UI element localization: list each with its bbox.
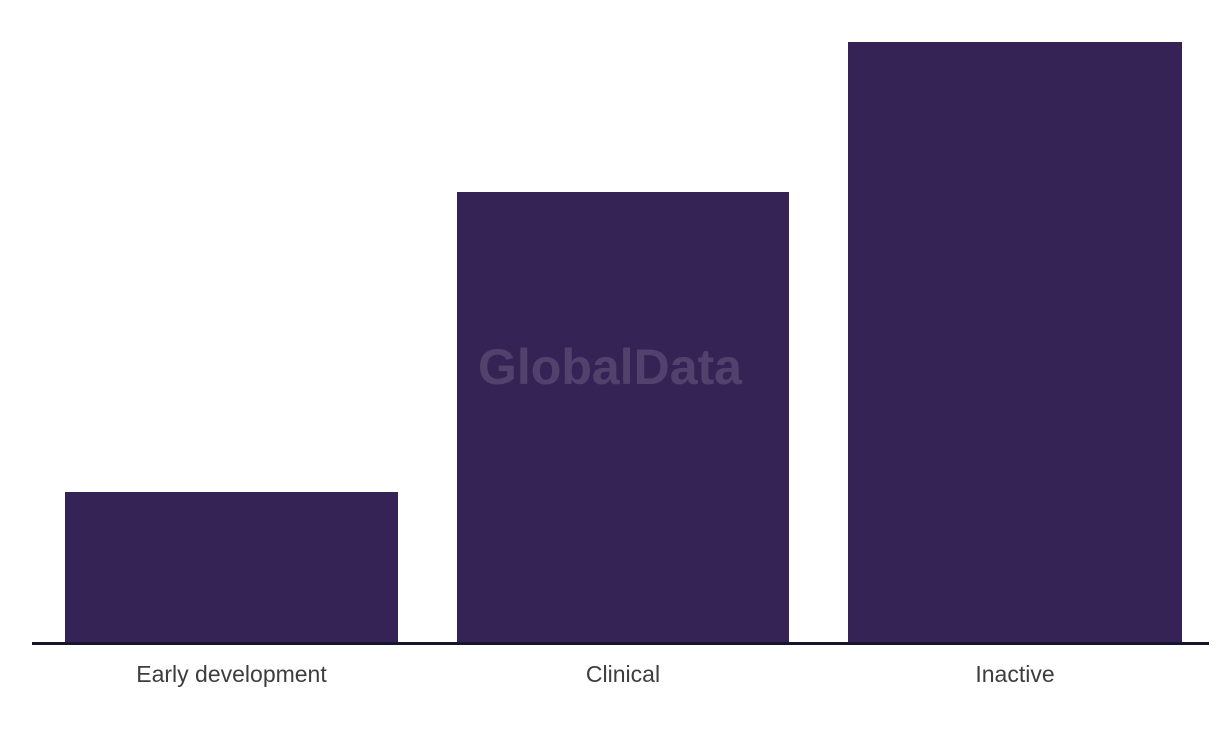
x-axis-line xyxy=(32,642,1209,645)
bar-clinical xyxy=(457,192,789,642)
x-axis-label-clinical: Clinical xyxy=(585,661,661,687)
x-axis-label-early-development: Early development xyxy=(136,661,327,687)
bar-inactive xyxy=(848,42,1182,642)
bar-early-development xyxy=(65,492,398,642)
x-axis-label-inactive: Inactive xyxy=(975,661,1055,687)
